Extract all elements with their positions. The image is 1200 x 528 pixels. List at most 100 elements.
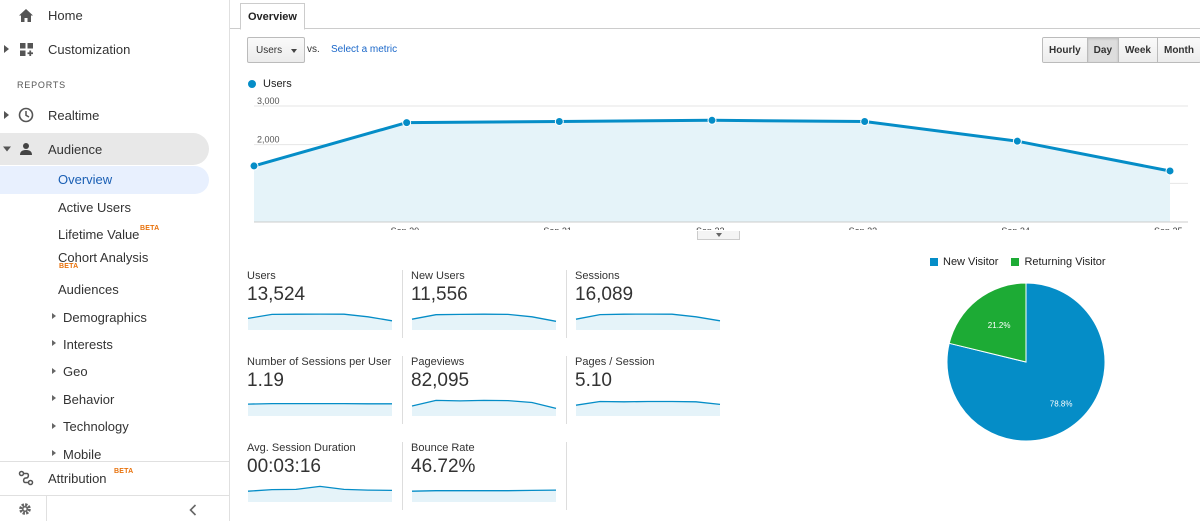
metric-value: 5.10: [575, 370, 612, 391]
sidebar-footer: [0, 495, 229, 521]
sparkline-area: [412, 490, 556, 502]
tab-bar: Overview: [230, 0, 1200, 30]
x-tick-label: ...: [250, 226, 258, 230]
nav-mobile[interactable]: Mobile: [63, 447, 102, 462]
data-point: [402, 118, 412, 128]
metric-label: Sessions: [575, 270, 620, 282]
legend-swatch: [930, 258, 938, 266]
nav-home-label: Home: [48, 7, 83, 23]
range-month-button[interactable]: Month: [1157, 38, 1200, 62]
metric-value: 16,089: [575, 284, 634, 305]
metric-tile[interactable]: Number of Sessions per User 1.19: [230, 356, 394, 442]
nav-realtime-label: Realtime: [48, 107, 100, 123]
metric-tile[interactable]: Sessions 16,089: [558, 270, 722, 356]
x-tick-label: Sep 23: [849, 226, 878, 230]
nav-customization[interactable]: Customization: [0, 34, 220, 64]
nav-attribution-label: Attribution: [48, 470, 107, 486]
nav-behavior[interactable]: Behavior: [63, 392, 115, 407]
metric-select-value: Users: [256, 44, 283, 56]
main-content: Overview Users vs. Select a metric Hourl…: [230, 0, 1200, 521]
metric-tile[interactable]: Users 13,524: [230, 270, 394, 356]
attribution-icon: [17, 469, 35, 487]
nav-realtime[interactable]: Realtime: [0, 100, 220, 130]
tile-divider: [402, 270, 403, 338]
chevron-right-icon: [52, 313, 56, 319]
visitor-pie-chart: 78.8% 21.2%: [946, 283, 1106, 442]
chart-collapse-handle[interactable]: [697, 231, 740, 240]
nav-demographics[interactable]: Demographics: [63, 310, 147, 325]
collapse-sidebar-icon[interactable]: [189, 503, 197, 521]
tile-divider: [566, 442, 567, 510]
metric-label: New Users: [411, 270, 465, 282]
metric-value: 1.19: [247, 370, 284, 391]
chart-legend: Users: [248, 78, 292, 90]
nav-audiences[interactable]: Audiences: [58, 282, 119, 297]
chevron-right-icon: [52, 423, 56, 429]
sparkline-line: [575, 400, 721, 406]
sparkline-area: [248, 403, 392, 416]
nav-overview-label: Overview: [58, 172, 113, 187]
metric-tile[interactable]: Pageviews 82,095: [394, 356, 558, 442]
metric-value: 82,095: [411, 370, 470, 391]
nav-geo[interactable]: Geo: [63, 364, 88, 379]
sparkline-area: [412, 400, 556, 416]
sparkline-area: [248, 314, 392, 330]
nav-cohort-analysis[interactable]: Cohort Analysis: [58, 250, 149, 265]
sparkline-line: [247, 313, 393, 322]
tab-overview[interactable]: Overview: [240, 3, 305, 30]
metric-label: Pageviews: [411, 356, 465, 368]
legend-label: Users: [263, 78, 292, 90]
sparkline-line: [575, 313, 721, 322]
chevron-down-icon: [716, 233, 722, 237]
y-tick-label: 3,000: [257, 96, 280, 106]
metric-sparkline: [575, 313, 721, 330]
metric-tile[interactable]: New Users 11,556: [394, 270, 558, 356]
legend-swatch: [1011, 258, 1020, 266]
nav-interests[interactable]: Interests: [63, 337, 113, 352]
series-area: [254, 120, 1170, 222]
metric-label: Bounce Rate: [411, 442, 475, 454]
nav-customization-label: Customization: [48, 41, 131, 57]
nav-active-users[interactable]: Active Users: [58, 200, 131, 215]
sparkline-line: [247, 485, 393, 492]
metric-tile[interactable]: Bounce Rate 46.72%: [394, 442, 558, 528]
data-point: [860, 116, 870, 126]
legend-item-returning-visitor: Returning Visitor: [1011, 256, 1106, 268]
chevron-right-icon: [52, 450, 56, 456]
dashboard-grid-icon: [17, 40, 35, 58]
pie-slice-label: 78.8%: [1050, 400, 1073, 409]
sidebar: Home Customization REPORTS Realtime Audi…: [0, 0, 230, 521]
metric-tile[interactable]: Avg. Session Duration 00:03:16: [230, 442, 394, 528]
range-week-button[interactable]: Week: [1119, 38, 1158, 62]
y-tick-label: 2,000: [257, 135, 280, 145]
data-point: [707, 115, 717, 125]
range-hourly-button[interactable]: Hourly: [1043, 38, 1088, 62]
chevron-down-icon: [3, 146, 11, 152]
nav-audience[interactable]: Audience: [0, 133, 209, 165]
nav-lifetime-value[interactable]: Lifetime Value: [58, 227, 140, 242]
nav-home[interactable]: Home: [0, 0, 220, 30]
person-icon: [17, 140, 35, 158]
gear-icon[interactable]: [17, 501, 33, 521]
tile-divider: [402, 356, 403, 424]
sparkline-line: [247, 402, 392, 405]
x-tick-label: Sep 21: [543, 226, 572, 230]
nav-attribution[interactable]: Attribution: [0, 463, 220, 493]
range-day-button[interactable]: Day: [1087, 38, 1120, 62]
metric-tile[interactable]: Pages / Session 5.10: [558, 356, 722, 442]
beta-badge: BETA: [140, 225, 160, 232]
nav-technology[interactable]: Technology: [63, 419, 129, 434]
tile-divider: [566, 356, 567, 424]
metric-label: Number of Sessions per User: [247, 356, 392, 368]
time-range-group: Hourly Day Week Month: [1042, 37, 1200, 63]
sparkline-area: [576, 314, 720, 330]
metric-select[interactable]: Users: [247, 37, 305, 63]
chevron-right-icon: [4, 45, 9, 53]
select-metric-link[interactable]: Select a metric: [331, 44, 398, 55]
nav-overview[interactable]: Overview: [0, 166, 209, 194]
metric-label: Users: [247, 270, 276, 282]
reports-heading: REPORTS: [17, 80, 66, 90]
pie-slice-label: 21.2%: [988, 321, 1011, 330]
legend-label: New Visitor: [943, 256, 999, 268]
